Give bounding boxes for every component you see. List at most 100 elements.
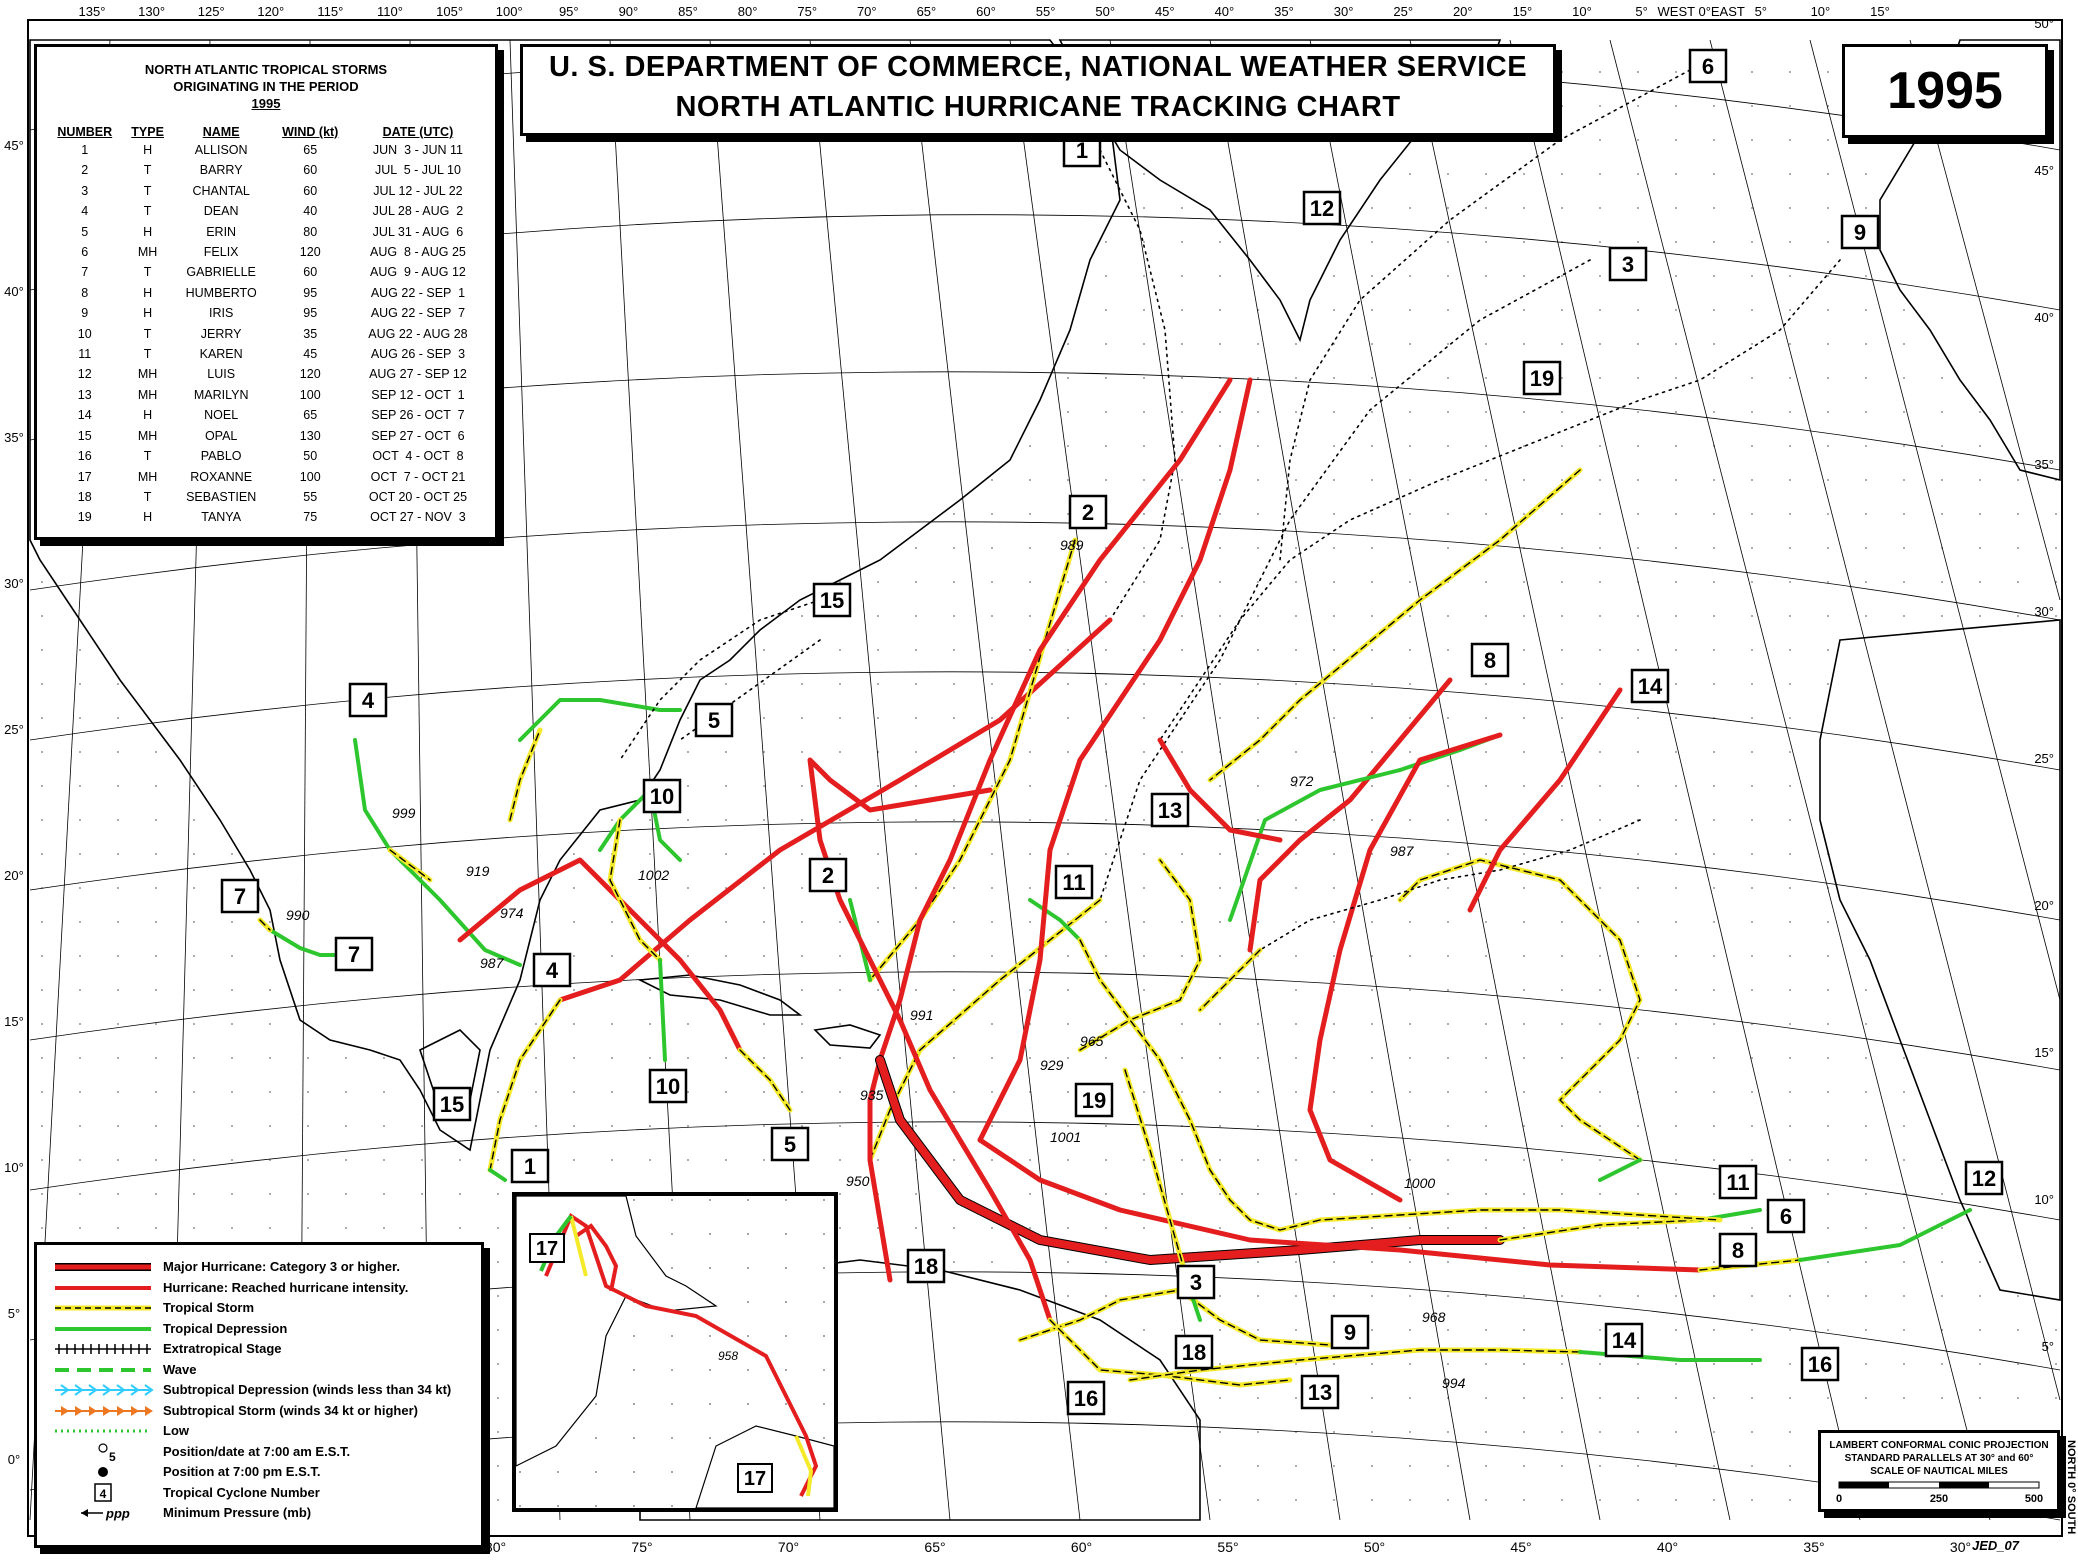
legend-item-subtropical-storm: Subtropical Storm (winds 34 kt or higher…: [51, 1401, 481, 1421]
table-row: 7 T GABRIELLE 60 AUG 9 - AUG 12: [46, 262, 486, 282]
latitude-label: 30°: [2034, 604, 2054, 619]
track-dash-noel: [1399, 859, 1641, 1161]
table-cell: 1: [81, 143, 89, 157]
storm-number-14: 14: [1612, 1328, 1637, 1353]
longitude-label: 105°: [436, 4, 463, 19]
table-cell: 45: [303, 347, 318, 362]
legend-label: Tropical Depression: [163, 1320, 288, 1336]
table-cell: IRIS: [209, 306, 234, 321]
table-row: 16 T PABLO 50 OCT 4 - OCT 8: [46, 446, 486, 466]
storm-number-11: 11: [1062, 870, 1085, 895]
legend-symbol-min-pressure: ppp: [81, 1506, 130, 1521]
table-cell: LUIS: [207, 367, 236, 382]
longitude-label: 65°: [924, 1539, 945, 1555]
storm-number-1: 1: [1076, 138, 1088, 163]
storm-number-box: [1608, 246, 1648, 282]
inset-label-17: 17: [536, 1238, 558, 1260]
table-cell: AUG 22 - AUG 28: [368, 326, 468, 341]
table-cell: H: [143, 224, 153, 239]
table-row: 4 T DEAN 40 JUL 28 - AUG 2: [46, 201, 486, 221]
storm-number-box: [1062, 132, 1102, 168]
table-cell: 3: [81, 183, 89, 198]
storm-number-box: [1176, 1264, 1216, 1300]
legend-label: Wave: [163, 1361, 197, 1377]
inset-ts-segment: [569, 1215, 588, 1277]
latitude-label: 45°: [2034, 163, 2054, 178]
table-cell: 60: [303, 265, 318, 280]
scale-tick-250: 250: [1930, 1493, 1948, 1505]
storm-number-12: 12: [1972, 1166, 1996, 1191]
table-cell: DEAN: [203, 204, 239, 219]
longitude-label: 65°: [917, 4, 937, 19]
table-cell: 19: [77, 510, 92, 525]
table-cell: OCT 27 - NOV 3: [370, 510, 466, 525]
min-pressure-label: 929: [1040, 1057, 1064, 1073]
longitude-label: 10°: [1811, 4, 1831, 19]
credit-text: JED_07: [1972, 1538, 2019, 1553]
table-cell: CHANTAL: [192, 183, 250, 198]
min-pressure-label: 974: [500, 905, 524, 921]
table-row: 2 T BARRY 60 JUL 5 - JUL 10: [46, 160, 486, 180]
table-cell: 95: [303, 285, 318, 300]
storm-tracks: [257, 69, 1972, 1388]
latitude-label: 25°: [2034, 751, 2054, 766]
table-heading-3: 1995: [251, 96, 281, 111]
table-cell: JUN 3 - JUN 11: [372, 143, 463, 157]
storm-number-2: 2: [822, 863, 834, 888]
storm-number-11: 11: [1726, 1170, 1749, 1195]
legend-label: Position/date at 7:00 am E.S.T.: [163, 1443, 351, 1459]
legend-symbol-tropical-depression: [55, 1326, 151, 1331]
table-cell: 6: [81, 245, 89, 260]
svg-text:5: 5: [109, 1450, 116, 1462]
table-header-row: NUMBER TYPE NAME WIND (kt) DATE (UTC): [46, 124, 486, 140]
storm-number-box: [1630, 668, 1670, 704]
storm-number-3: 3: [1622, 252, 1634, 277]
storm-number-labels: 1122334455667788991010111112121313141415…: [220, 48, 2004, 1416]
table-row: 12 MH LUIS 120 AUG 27 - SEP 12: [46, 364, 486, 384]
latitude-label: 15°: [2034, 1045, 2054, 1060]
legend-label: Subtropical Storm (winds 34 kt or higher…: [163, 1402, 418, 1418]
latitude-label: 10°: [2034, 1192, 2054, 1207]
track-iris-extratropical: [1159, 259, 1841, 741]
legend-symbol-cyclone-number: 4: [94, 1482, 112, 1502]
track-dash-felix: [1499, 1219, 1701, 1241]
table-cell: 4: [81, 204, 89, 219]
latitude-labels-right: 50° 45° 40° 35° 30° 25° 20° 15° 10° 5° NORTH 0° SO…: [2034, 16, 2077, 1534]
table-row: 6 MH FELIX 120 AUG 8 - AUG 25: [46, 242, 486, 262]
storm-number-6: 6: [1780, 1204, 1792, 1229]
table-cell: 65: [303, 408, 318, 423]
scale-tick-500: 500: [2025, 1493, 2043, 1505]
inset-roxanne-ts-track: [574, 1223, 619, 1292]
storm-number-box: [220, 878, 260, 914]
storm-number-box: [694, 702, 734, 738]
legend: Major Hurricane: Category 3 or higher. Hu…: [34, 1242, 484, 1548]
track-gabrielle-tropical-depression: [268, 928, 342, 957]
table-cell: PABLO: [200, 449, 242, 464]
equator-label: NORTH 0° SOUTH: [2065, 1440, 2077, 1534]
table-row: 5 H ERIN 80 JUL 31 - AUG 6: [46, 222, 486, 242]
table-heading-1: NORTH ATLANTIC TROPICAL STORMS: [144, 62, 388, 77]
track-dash-gabrielle: [259, 919, 271, 931]
legend-item-subtropical-depression: Subtropical Depression (winds less than …: [51, 1380, 481, 1400]
inset-pressure-958: 958: [718, 1349, 738, 1363]
longitude-label: 45°: [1155, 4, 1175, 19]
longitude-label: 100°: [496, 4, 523, 19]
latitude-label: 25°: [4, 722, 24, 737]
track-dash-erin: [739, 1049, 791, 1111]
table-cell: H: [143, 510, 153, 525]
table-cell: 35: [303, 326, 318, 341]
table-cell: GABRIELLE: [186, 265, 256, 280]
table-cell: 100: [299, 469, 321, 484]
table-cell: T: [143, 449, 152, 464]
min-pressure-label: 919: [466, 863, 490, 879]
inset-map-drawing: 17 17 958: [515, 1195, 835, 1509]
table-cell: MH: [137, 387, 158, 402]
table-cell: 17: [77, 469, 92, 484]
storm-number-18: 18: [1182, 1340, 1206, 1365]
longitude-label: 125°: [198, 4, 225, 19]
latitude-label: 5°: [2042, 1339, 2054, 1354]
track-dash-barry: [869, 539, 1076, 981]
track-dean-tropical-depression: [353, 738, 522, 967]
map-frame: [27, 19, 2063, 1537]
table-cell: 11: [78, 347, 92, 362]
